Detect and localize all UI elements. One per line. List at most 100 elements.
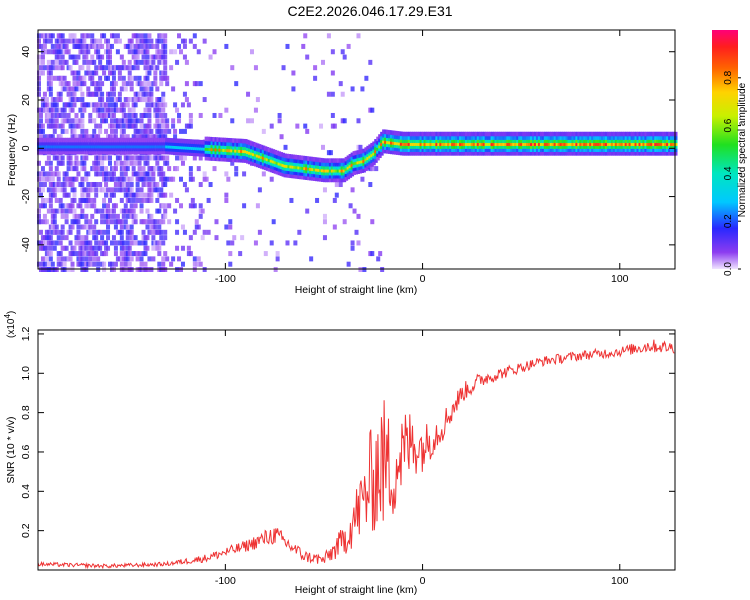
ridge-cell xyxy=(386,142,390,147)
ridge-cell xyxy=(510,138,514,144)
ridge-cell xyxy=(591,144,595,149)
ridge-cell xyxy=(589,151,593,156)
ridge-cell xyxy=(159,146,163,152)
ridge-cell xyxy=(585,141,589,146)
ridge-cell xyxy=(658,135,662,140)
noise-cell xyxy=(37,91,41,97)
ridge-cell xyxy=(159,143,163,149)
ridge-cell xyxy=(587,138,591,144)
ridge-cell xyxy=(287,173,291,178)
ridge-cell xyxy=(388,136,392,142)
ridge-cell xyxy=(281,162,286,167)
ridge-cell xyxy=(642,138,646,144)
ridge-cell xyxy=(273,159,278,165)
noise-cell xyxy=(198,155,203,161)
ridge-cell xyxy=(289,169,293,175)
ridge-cell xyxy=(599,141,603,146)
ridge-cell xyxy=(344,172,349,178)
ridge-cell xyxy=(334,158,339,163)
ridge-cell xyxy=(522,151,526,156)
ridge-cell xyxy=(326,174,331,179)
ridge-cell xyxy=(494,151,499,156)
ridge-cell xyxy=(289,166,293,172)
ridge-cell xyxy=(293,161,297,167)
ridge-cell xyxy=(194,145,199,151)
noise-cell xyxy=(246,118,251,124)
ridge-cell xyxy=(72,149,76,155)
ridge-cell xyxy=(184,147,189,153)
ridge-cell xyxy=(632,135,637,140)
ridge-cell xyxy=(161,143,165,149)
ridge-cell xyxy=(348,163,353,169)
ridge-cell xyxy=(640,141,644,146)
colorbar: 0.00.20.40.60.8 Normalized spectral ampl… xyxy=(712,30,748,276)
ridge-cell xyxy=(320,161,325,167)
noise-cell xyxy=(202,38,207,44)
noise-cell xyxy=(50,240,55,246)
noise-cell xyxy=(161,261,166,267)
ridge-cell xyxy=(109,140,114,146)
noise-cell xyxy=(242,203,247,209)
ridge-cell xyxy=(291,161,295,166)
ridge-cell xyxy=(502,135,506,140)
ridge-cell xyxy=(37,140,41,146)
ridge-cell xyxy=(210,136,215,142)
ridge-cell xyxy=(309,169,313,174)
ridge-cell xyxy=(320,170,325,176)
ridge-cell xyxy=(443,141,447,146)
ridge-cell xyxy=(595,138,599,144)
ridge-cell xyxy=(409,135,414,140)
ridge-cell xyxy=(356,159,360,165)
noise-cell xyxy=(143,33,148,39)
ridge-cell xyxy=(492,141,497,146)
noise-cell xyxy=(159,33,164,39)
snr-y-tick-label: 0.4 xyxy=(20,484,32,499)
noise-cell xyxy=(102,187,107,193)
ridge-cell xyxy=(149,143,153,149)
ridge-cell xyxy=(482,131,487,137)
noise-cell xyxy=(80,213,85,219)
ridge-cell xyxy=(516,144,520,149)
ridge-cell xyxy=(608,144,613,149)
ridge-cell xyxy=(328,165,333,170)
ridge-cell xyxy=(561,131,566,137)
ridge-cell xyxy=(324,170,329,176)
noise-cell xyxy=(111,86,116,92)
noise-cell xyxy=(129,43,134,49)
noise-cell xyxy=(139,171,144,177)
ridge-cell xyxy=(656,151,660,156)
noise-cell xyxy=(157,49,162,55)
noise-cell xyxy=(135,171,140,177)
ridge-cell xyxy=(494,131,499,137)
ridge-cell xyxy=(238,142,242,147)
ridge-cell xyxy=(135,140,140,146)
ridge-cell xyxy=(384,129,388,135)
noise-cell xyxy=(37,261,41,267)
ridge-cell xyxy=(504,147,508,152)
ridge-cell xyxy=(654,141,658,146)
ridge-cell xyxy=(315,161,319,166)
ridge-cell xyxy=(82,143,86,149)
ridge-cell xyxy=(317,157,321,163)
ridge-cell xyxy=(583,141,587,146)
ridge-cell xyxy=(470,141,475,146)
ridge-cell xyxy=(190,148,195,153)
noise-cell xyxy=(58,261,63,267)
ridge-cell xyxy=(283,153,288,159)
noise-cell xyxy=(111,33,116,39)
ridge-cell xyxy=(555,138,560,144)
noise-cell xyxy=(68,86,73,92)
ridge-cell xyxy=(644,144,648,149)
noise-cell xyxy=(180,224,185,230)
ridge-cell xyxy=(131,137,136,143)
noise-cell xyxy=(74,213,79,219)
ridge-cell xyxy=(127,149,132,155)
noise-cell xyxy=(180,160,185,166)
noise-cell xyxy=(72,33,77,39)
noise-cell xyxy=(117,70,122,76)
ridge-cell xyxy=(405,151,410,156)
noise-cell xyxy=(60,229,65,235)
noise-cell xyxy=(38,219,43,225)
ridge-cell xyxy=(561,138,566,144)
ridge-cell xyxy=(561,147,566,152)
